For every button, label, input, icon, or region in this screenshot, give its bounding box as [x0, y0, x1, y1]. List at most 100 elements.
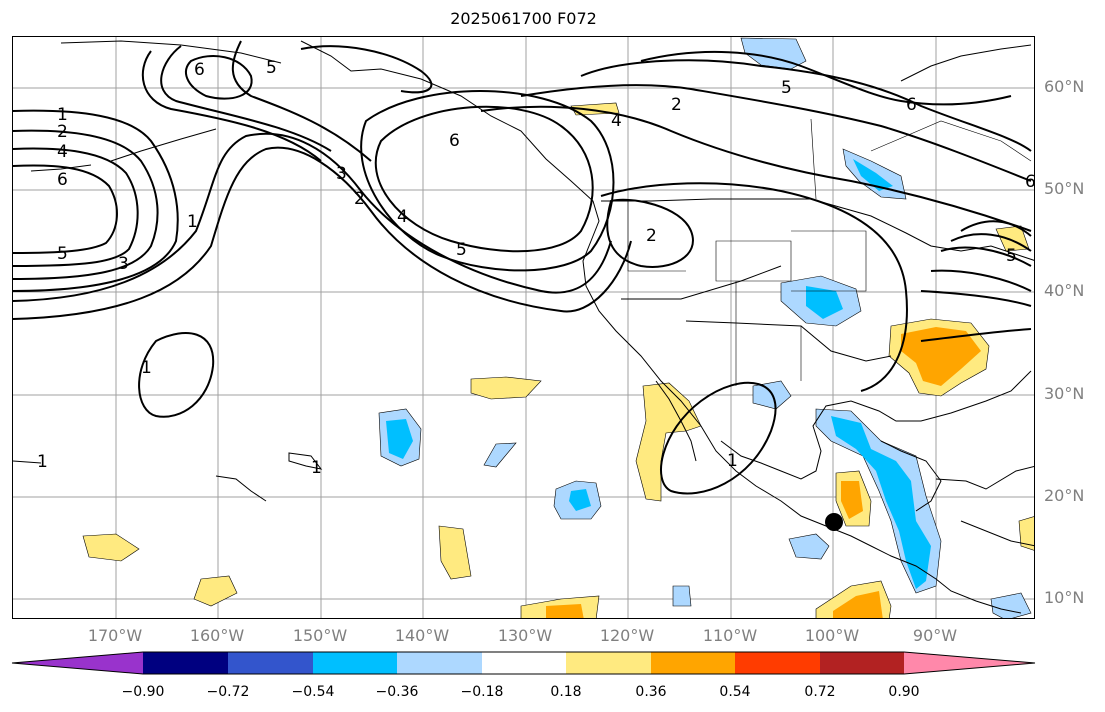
- colorbar-tick-label: 0.36: [635, 684, 667, 700]
- contour-label: 5: [57, 244, 68, 264]
- lon-label: 160°W: [189, 626, 245, 645]
- contour-east-1: [600, 182, 908, 392]
- map-canvas: 1 2 4 6 5 3 6 5 6 5 1 4 2 6 3 2 4 5 6 5 …: [13, 37, 1035, 618]
- colorbar-swatch: [482, 652, 566, 674]
- contour-label: 1: [57, 105, 68, 125]
- pos-anomaly-pacific-e: [470, 376, 542, 400]
- contour-mid-2: [160, 45, 332, 152]
- lat-label: 60°N: [1044, 77, 1085, 96]
- colorbar-tick-label: −0.36: [375, 684, 419, 700]
- colorbar-swatch: [735, 652, 820, 674]
- colorbar-tick-label: 0.54: [719, 684, 751, 700]
- colorbar-tick-label: −0.72: [206, 684, 250, 700]
- coastlines: [13, 40, 1034, 614]
- colorbar-swatch: [566, 652, 651, 674]
- contour-ellipse-east: [920, 328, 1032, 342]
- map-title: 2025061700 F072: [450, 9, 597, 28]
- contour-north-2: [580, 59, 1032, 152]
- lon-label: 140°W: [394, 626, 450, 645]
- colorbar-outline: [11, 651, 1036, 675]
- contour-north-3: [640, 50, 1012, 106]
- lon-label: 120°W: [599, 626, 655, 645]
- contour-label: 4: [57, 142, 68, 162]
- contour-label: 5: [1006, 246, 1017, 266]
- contour-label-group: 1 2 4 6 5 3 6 5 6 5 1 4 2 6 3 2 4 5 6 5 …: [37, 58, 1035, 478]
- colorbar-swatch: [397, 652, 482, 674]
- lat-label: 20°N: [1044, 486, 1085, 505]
- lon-label: 170°W: [87, 626, 143, 645]
- colorbar-tick-label: −0.54: [291, 684, 335, 700]
- contour-label: 5: [266, 58, 277, 78]
- lat-label: 30°N: [1044, 384, 1085, 403]
- contour-label: 1: [311, 458, 322, 478]
- location-marker: [825, 513, 843, 531]
- contour-high-6: [374, 105, 594, 253]
- contour-label: 1: [37, 452, 48, 472]
- contour-label: 5: [456, 240, 467, 260]
- lon-label: 130°W: [497, 626, 553, 645]
- contour-label: 1: [727, 451, 738, 471]
- contour-east-4: [940, 246, 1032, 267]
- contour-north-4: [520, 84, 1032, 182]
- contour-west-1: [13, 109, 179, 292]
- pos-anomaly-pacific-h: [438, 525, 472, 580]
- contour-label: 2: [354, 189, 365, 209]
- contour-label: 3: [336, 164, 347, 184]
- contour-label: 2: [646, 226, 657, 246]
- shaded-anomalies: [82, 37, 1034, 618]
- pos-anomaly-pacific-f: [82, 533, 140, 562]
- contour-west-3: [13, 147, 139, 267]
- contour-east-2: [960, 220, 1032, 237]
- contour-label: 6: [449, 131, 460, 151]
- colorbar-tick-label: 0.90: [888, 684, 920, 700]
- neg-anomaly-pacific-d: [672, 585, 692, 607]
- contour-label: 6: [1025, 172, 1035, 192]
- contours: [13, 40, 1032, 495]
- contour-label: 2: [671, 95, 682, 115]
- contour-west-6: [13, 146, 632, 320]
- contour-east-3: [950, 233, 1032, 252]
- contour-label: 6: [57, 170, 68, 190]
- contour-label: 4: [397, 207, 408, 227]
- contour-label: 6: [906, 95, 917, 115]
- map-panel: 1 2 4 6 5 3 6 5 6 5 1 4 2 6 3 2 4 5 6 5 …: [12, 36, 1035, 619]
- colorbar-swatch: [143, 652, 228, 674]
- neg-anomaly-mexico: [788, 533, 830, 560]
- colorbar-swatch: [820, 652, 904, 674]
- contour-north-5: [480, 105, 1032, 232]
- contour-mid-1: [231, 40, 372, 162]
- colorbar-swatch: [228, 652, 313, 674]
- colorbar-tick-label: −0.18: [460, 684, 504, 700]
- contour-mid-3: [141, 50, 322, 162]
- contour-label: 1: [187, 212, 198, 232]
- lon-label: 100°W: [804, 626, 860, 645]
- colorbar-swatch: [12, 652, 143, 674]
- colorbar-swatches: [11, 651, 1036, 675]
- contour-label: 5: [781, 78, 792, 98]
- lon-label: 150°W: [292, 626, 348, 645]
- pos-anomaly-baja: [635, 382, 702, 502]
- contour-east-6: [920, 290, 1032, 307]
- colorbar: [11, 651, 1036, 675]
- contour-high-5a: [360, 90, 615, 272]
- contour-label: 4: [611, 111, 622, 131]
- colorbar-tick-label: −0.90: [121, 684, 165, 700]
- contour-low-sw: [606, 198, 694, 268]
- contour-west-2: [13, 129, 159, 280]
- contour-label: 3: [118, 254, 129, 274]
- neg-anomaly-se: [990, 592, 1032, 618]
- pos-anomaly-pacific-g: [193, 575, 238, 607]
- colorbar-swatch: [313, 652, 397, 674]
- contour-ellipse-mexico: [660, 381, 777, 495]
- contour-low-6: [185, 55, 253, 100]
- colorbar-tick-label: 0.18: [550, 684, 582, 700]
- lat-label: 40°N: [1044, 281, 1085, 300]
- lon-label: 90°W: [912, 626, 958, 645]
- contour-label: 6: [194, 60, 205, 80]
- contour-east-5: [930, 269, 1032, 292]
- contour-west-4: [13, 164, 118, 254]
- contour-label: 1: [141, 358, 152, 378]
- pos-anomaly-carib: [1018, 516, 1034, 551]
- gridlines: [13, 37, 1034, 618]
- colorbar-swatch: [651, 652, 735, 674]
